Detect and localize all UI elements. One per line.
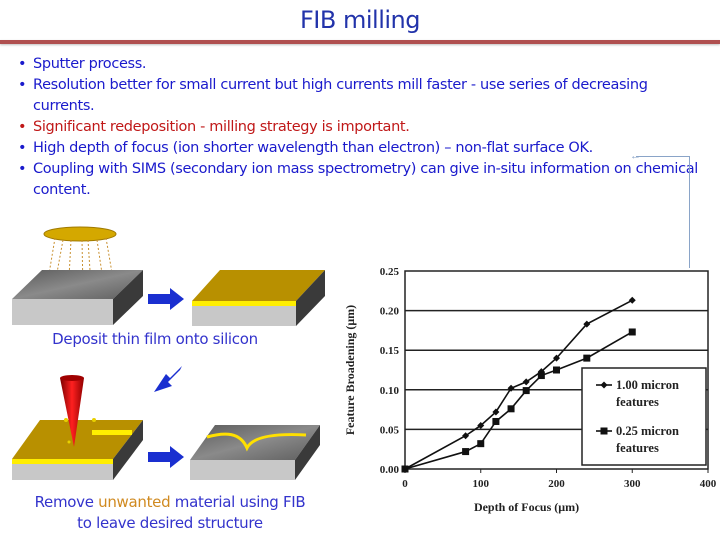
- caption-remove-highlight: unwanted: [98, 493, 171, 511]
- connector-line-vertical: [689, 156, 690, 268]
- arrow-down-left-icon: [154, 366, 182, 392]
- data-point: [462, 448, 470, 456]
- data-point: [583, 320, 591, 328]
- fib-process-diagram: [12, 226, 325, 480]
- y-tick-label: 0.10: [380, 385, 400, 397]
- data-point: [462, 432, 470, 440]
- x-tick-label: 300: [624, 478, 641, 490]
- data-point: [537, 372, 545, 380]
- bullet-sputter: Sputter process.: [18, 54, 698, 75]
- legend-entry: features: [616, 395, 659, 409]
- x-tick-label: 100: [473, 478, 490, 490]
- data-point: [507, 405, 515, 413]
- bullet-resolution: Resolution better for small current but …: [18, 75, 698, 117]
- caption-remove-pre: Remove: [34, 493, 99, 511]
- data-point: [477, 421, 485, 429]
- bullet-depth-of-focus: High depth of focus (ion shorter wavelen…: [18, 138, 698, 159]
- y-tick-label: 0.25: [380, 266, 400, 278]
- data-point: [492, 408, 500, 416]
- data-point: [628, 328, 636, 336]
- caption-deposit: Deposit thin film onto silicon: [52, 330, 258, 348]
- series-line: [404, 331, 633, 470]
- data-point: [507, 384, 515, 392]
- legend-entry: features: [616, 441, 659, 455]
- bullet-redeposition: Significant redeposition - milling strat…: [18, 117, 698, 138]
- slide-title: FIB milling: [300, 6, 420, 34]
- data-point: [628, 296, 636, 304]
- caption-remove-post: material using FIB: [170, 493, 306, 511]
- data-point: [553, 354, 560, 362]
- y-tick-label: 0.05: [380, 424, 400, 436]
- y-axis-label: Feature Broadening (μm): [343, 305, 357, 435]
- chart-legend: [581, 367, 707, 466]
- y-tick-label: 0.00: [380, 464, 400, 476]
- caption-remove-line2: to leave desired structure: [77, 514, 263, 532]
- data-point: [583, 354, 591, 362]
- bullet-sims: Coupling with SIMS (secondary ion mass s…: [18, 159, 698, 201]
- arrow-right-icon: [148, 446, 184, 468]
- data-point: [522, 387, 530, 395]
- x-tick-label: 200: [548, 478, 565, 490]
- connector-line: [636, 156, 690, 157]
- ion-beam-cone-icon: [60, 378, 84, 447]
- data-point: [553, 366, 560, 374]
- sputter-source-icon: [43, 226, 117, 242]
- data-point: [401, 465, 409, 473]
- caption-remove: Remove unwanted material using FIB to le…: [10, 492, 330, 534]
- y-tick-label: 0.15: [380, 345, 400, 357]
- x-tick-label: 400: [700, 478, 717, 490]
- series-line: [404, 299, 633, 470]
- title-divider: [0, 40, 720, 44]
- legend-entry: 1.00 micron: [616, 378, 679, 392]
- data-point: [477, 440, 485, 448]
- x-axis-label: Depth of Focus (μm): [474, 500, 579, 514]
- data-point: [522, 378, 530, 386]
- depth-of-focus-chart: 0.00 0.05 0.10 0.15 0.20 0.25 0 100 200 300 400 Dep…: [343, 266, 717, 514]
- x-tick-label: 0: [402, 478, 408, 490]
- legend-entry: 0.25 micron: [616, 424, 679, 438]
- arrow-right-icon: [148, 288, 184, 310]
- data-point: [492, 417, 500, 425]
- y-tick-label: 0.20: [380, 306, 400, 318]
- bullet-list: Sputter process. Resolution better for s…: [18, 54, 698, 201]
- connector-arrowhead-icon: ←: [630, 150, 641, 162]
